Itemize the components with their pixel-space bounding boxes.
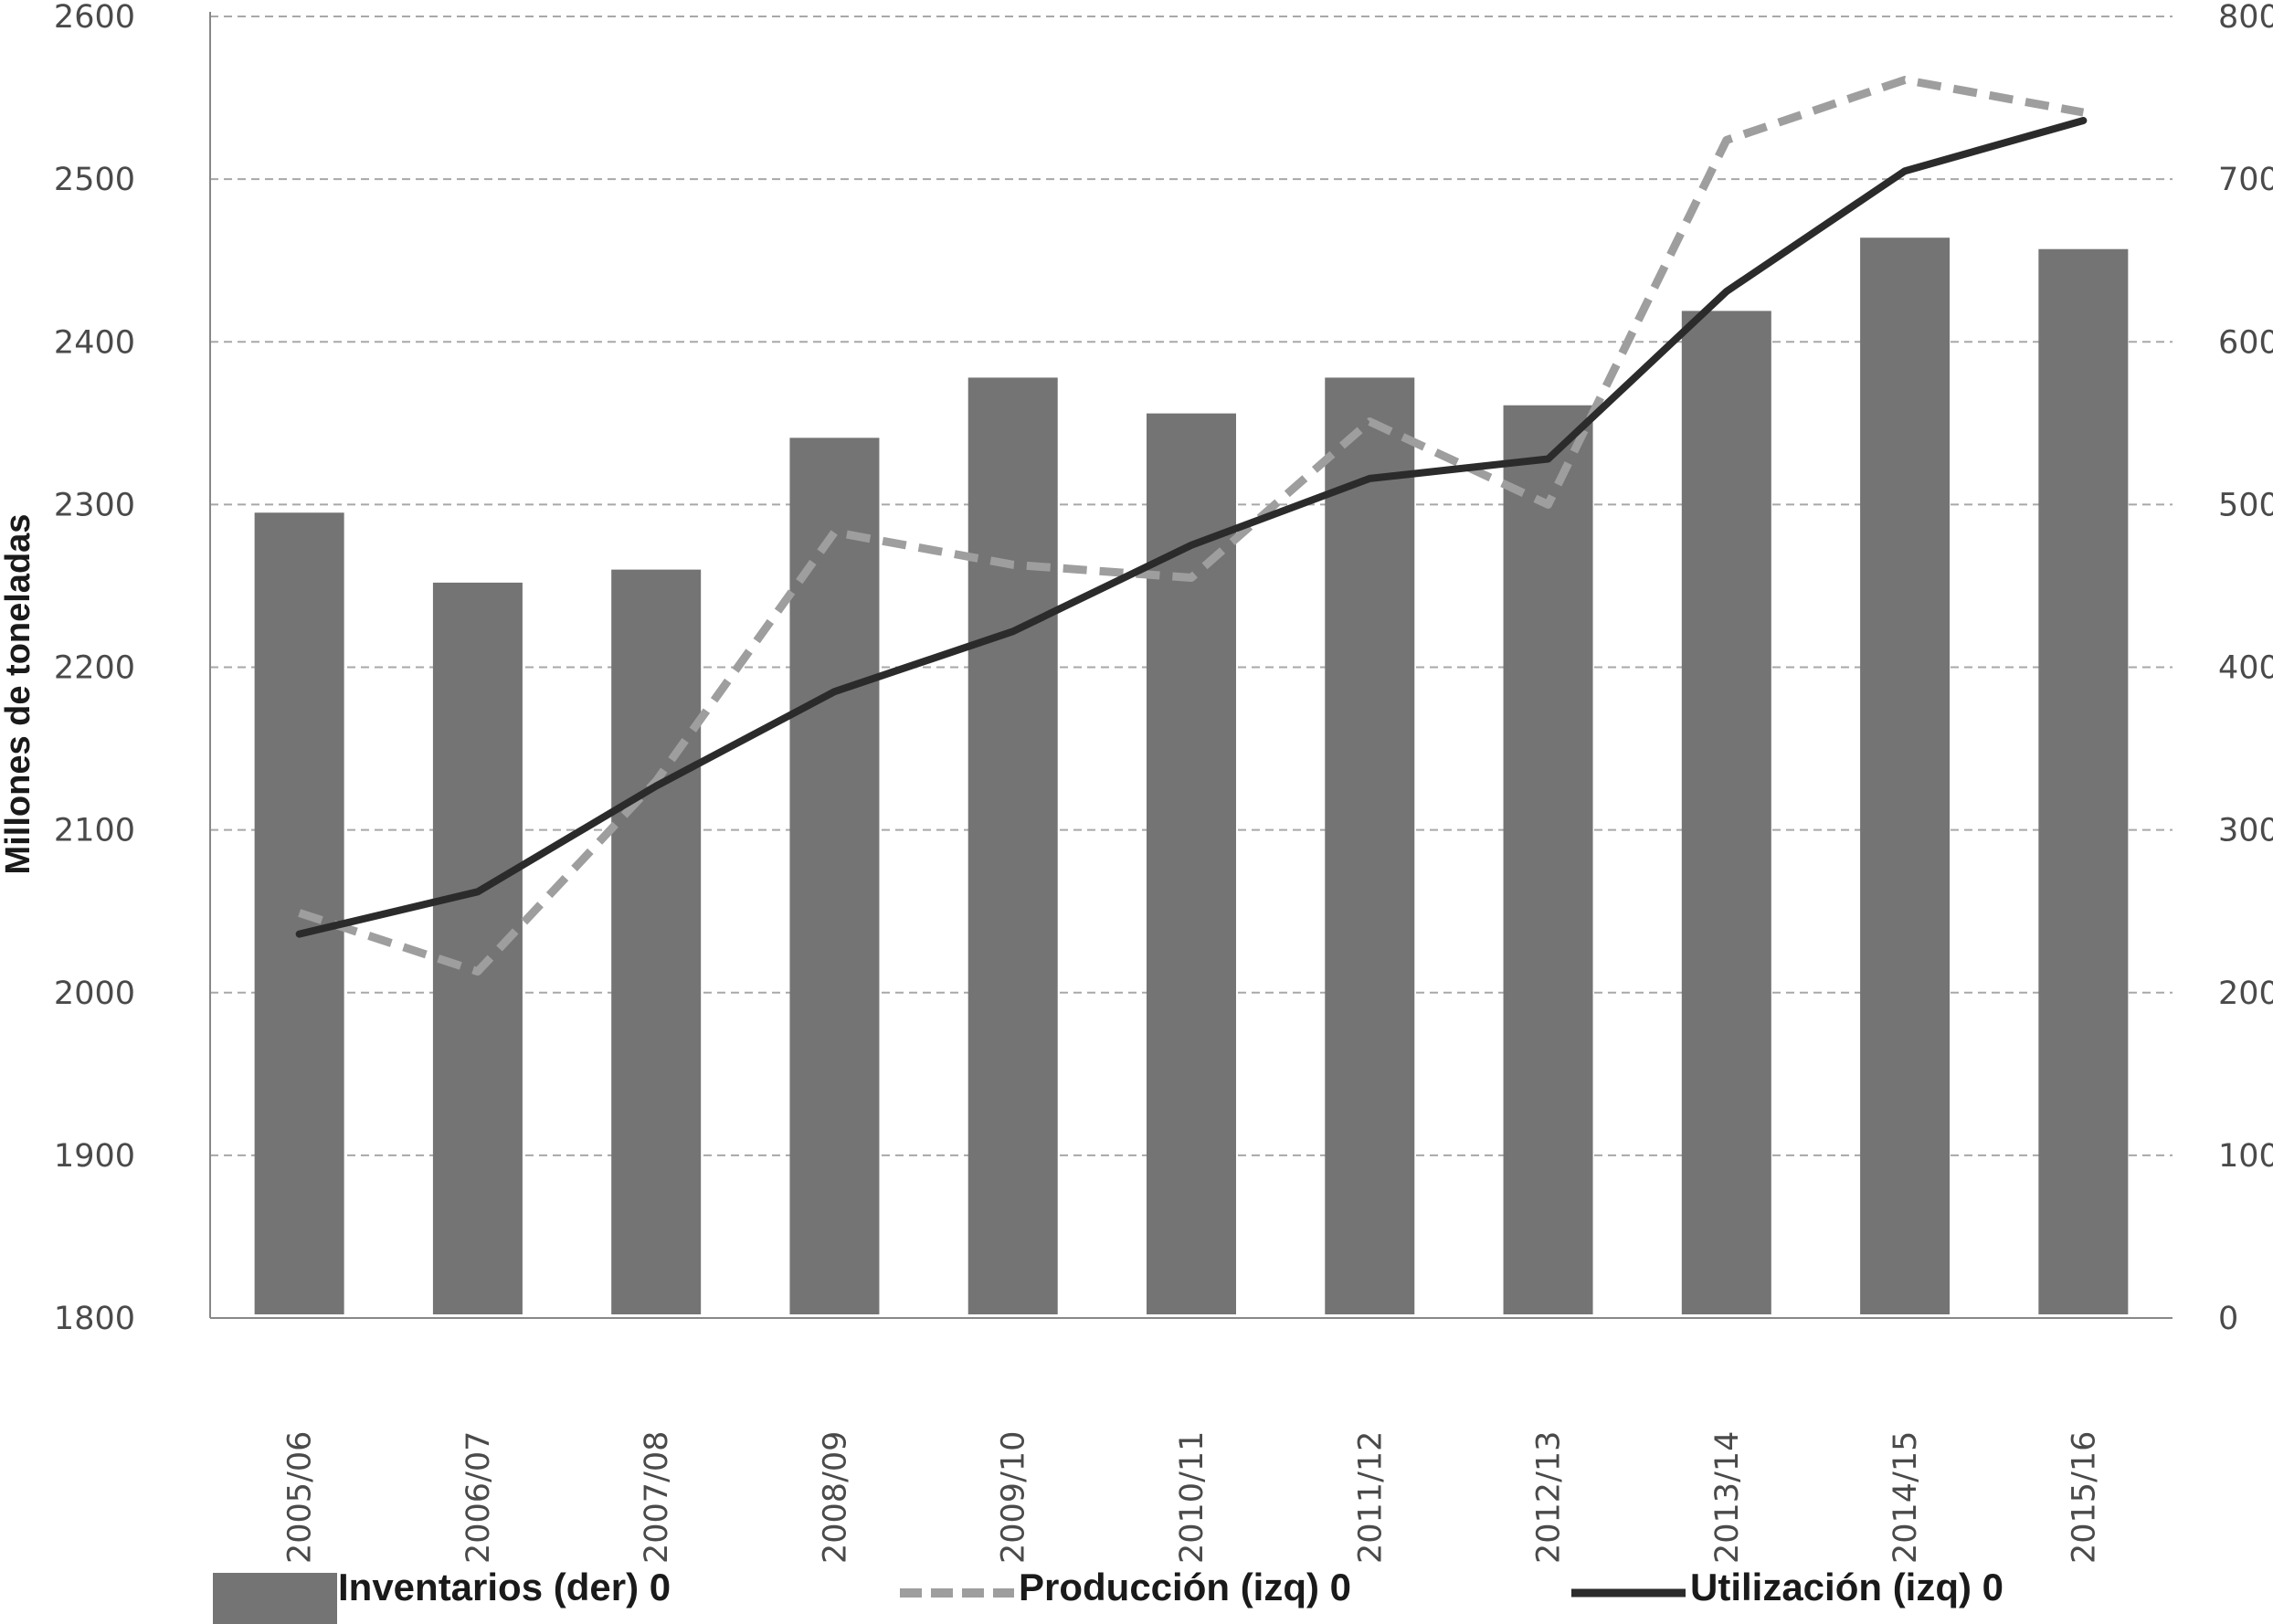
y-tick-label: 2000 xyxy=(54,975,135,1012)
bar-inventarios xyxy=(1681,311,1771,1314)
legend: Inventarios (der) 0 Producción (izq) 0 Uti… xyxy=(213,1566,2003,1624)
legend-label-utilizacion: Utilización (izq) 0 xyxy=(1690,1566,2003,1608)
axes xyxy=(209,12,2173,1319)
y-tick-label: 2300 xyxy=(54,487,135,523)
legend-swatch-inventarios xyxy=(213,1573,337,1624)
x-tick-label: 2010/11 xyxy=(1174,1431,1211,1564)
y-tick-label: 1900 xyxy=(54,1138,135,1175)
x-tick-label: 2013/14 xyxy=(1709,1431,1746,1564)
y-tick-label: 2500 xyxy=(54,162,135,198)
legend-label-inventarios: Inventarios (der) 0 xyxy=(338,1566,671,1608)
bar-inventarios xyxy=(1325,377,1415,1314)
x-tick-label: 2015/16 xyxy=(2066,1431,2102,1564)
y2-tick-label: 800 xyxy=(2218,0,2273,36)
bar-inventarios xyxy=(611,569,702,1314)
x-tick-label: 2014/15 xyxy=(1887,1431,1924,1564)
legend-label-produccion: Producción (izq) 0 xyxy=(1019,1566,1351,1608)
y2-tick-label: 0 xyxy=(2218,1301,2238,1337)
y-tick-label: 2200 xyxy=(54,650,135,687)
x-tick-label: 2005/06 xyxy=(282,1431,319,1564)
x-axis-ticks: 2005/06 2006/07 2007/08 2008/09 2009/10 2010/… xyxy=(282,1431,2103,1564)
y2-tick-label: 600 xyxy=(2218,324,2273,361)
bar-inventarios xyxy=(1503,405,1593,1314)
y2-tick-label: 400 xyxy=(2218,650,2273,687)
x-tick-label: 2006/07 xyxy=(460,1431,497,1564)
series-lines xyxy=(295,75,2088,976)
bar-inventarios xyxy=(2038,248,2129,1314)
right-axis-ticks: 0 100 200 300 400 500 600 700 800 xyxy=(2218,0,2273,1337)
x-tick-label: 2008/09 xyxy=(817,1431,853,1564)
y2-tick-label: 300 xyxy=(2218,813,2273,849)
y-tick-label: 2100 xyxy=(54,813,135,849)
y2-tick-label: 100 xyxy=(2218,1138,2273,1175)
x-tick-label: 2007/08 xyxy=(639,1431,675,1564)
left-axis-ticks: 1800 1900 2000 2100 2200 2300 2400 2500 2600 xyxy=(54,0,135,1337)
utilizacion-line xyxy=(295,117,2088,938)
bar-inventarios xyxy=(967,377,1058,1314)
bar-inventarios xyxy=(1860,237,1951,1314)
y2-tick-label: 700 xyxy=(2218,162,2273,198)
y2-tick-label: 200 xyxy=(2218,975,2273,1012)
inventarios-bars xyxy=(254,237,2129,1314)
y-tick-label: 1800 xyxy=(54,1301,135,1337)
x-tick-label: 2012/13 xyxy=(1531,1431,1568,1564)
bar-inventarios xyxy=(789,438,880,1314)
x-tick-label: 2011/12 xyxy=(1352,1431,1389,1564)
x-tick-label: 2009/10 xyxy=(996,1431,1032,1564)
y-axis-label: Millones de toneladas xyxy=(0,514,37,875)
y-tick-label: 2400 xyxy=(54,324,135,361)
y2-tick-label: 500 xyxy=(2218,487,2273,523)
y-tick-label: 2600 xyxy=(54,0,135,36)
bar-inventarios xyxy=(432,582,523,1314)
produccion-line xyxy=(298,75,2085,976)
